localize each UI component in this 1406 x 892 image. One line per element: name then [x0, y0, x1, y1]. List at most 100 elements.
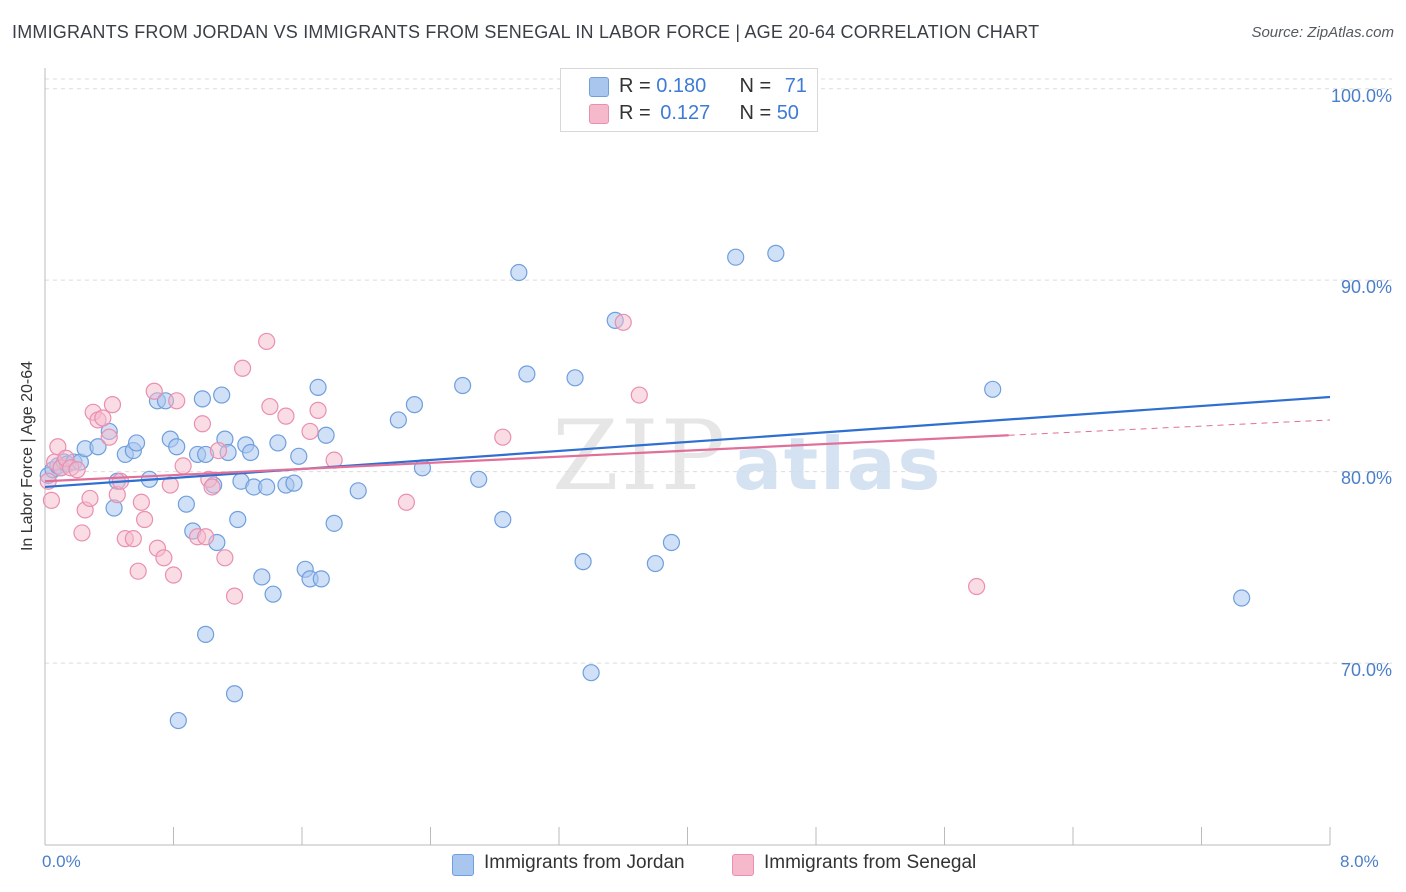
jordan-point-68 — [169, 711, 187, 730]
jordan-point-56 — [494, 510, 512, 529]
jordan-point-15 — [127, 434, 146, 452]
jordan-point-66 — [767, 244, 785, 262]
jordan-point-32 — [229, 510, 247, 529]
jordan-point-50 — [349, 482, 367, 500]
legend-jordan-label: Immigrants from Jordan — [484, 852, 685, 873]
jordan-point-64 — [662, 533, 681, 552]
senegal-point-8 — [73, 524, 91, 542]
senegal-point-27 — [164, 566, 183, 584]
senegal-point-7 — [68, 461, 86, 479]
senegal-point-45 — [494, 428, 512, 446]
jordan-point-42 — [285, 474, 303, 492]
jordan-point-54 — [454, 376, 472, 395]
senegal-n-value: 50 — [776, 102, 799, 124]
senegal-point-37 — [233, 359, 252, 377]
jordan-point-46 — [309, 378, 327, 397]
senegal-point-29 — [174, 457, 192, 475]
jordan-point-31 — [225, 685, 244, 703]
legend-senegal-swatch — [732, 854, 754, 876]
legend-senegal-label: Immigrants from Senegal — [764, 852, 977, 873]
jordan-point-47 — [312, 570, 330, 588]
senegal-point-31 — [193, 415, 212, 433]
senegal-point-33 — [203, 478, 221, 496]
senegal-point-28 — [168, 392, 186, 410]
legend-jordan: Immigrants from Jordan — [452, 852, 685, 876]
jordan-point-52 — [405, 396, 424, 414]
senegal-point-15 — [103, 396, 122, 414]
axes — [44, 68, 1331, 846]
jordan-point-63 — [646, 554, 664, 573]
jordan-point-28 — [213, 386, 231, 404]
senegal-point-25 — [155, 549, 173, 567]
jordan-point-67 — [197, 625, 215, 643]
senegal-point-38 — [258, 332, 276, 351]
source-label: Source: ZipAtlas.com — [1251, 24, 1394, 41]
jordan-n-label: N = — [739, 75, 777, 97]
senegal-point-40 — [277, 407, 295, 425]
jordan-point-57 — [510, 263, 528, 282]
jordan-n-value: 71 — [784, 75, 807, 97]
senegal-point-48 — [968, 577, 986, 596]
senegal-r-value: 0.127 — [660, 102, 711, 124]
jordan-point-43 — [290, 447, 308, 465]
senegal-point-22 — [135, 510, 154, 529]
senegal-n-label: N = — [739, 102, 777, 124]
senegal-point-21 — [132, 493, 150, 511]
jordan-point-37 — [253, 568, 271, 586]
jordan-point-61 — [582, 664, 600, 682]
jordan-point-48 — [317, 426, 335, 444]
jordan-swatch — [589, 77, 609, 97]
jordan-point-38 — [258, 478, 276, 496]
jordan-point-55 — [470, 470, 488, 488]
jordan-point-65 — [727, 248, 745, 266]
senegal-point-10 — [81, 489, 99, 508]
chart-title: IMMIGRANTS FROM JORDAN VS IMMIGRANTS FRO… — [12, 22, 1040, 42]
senegal-swatch — [589, 104, 609, 124]
y-tick-label-80: 80.0% — [1340, 468, 1392, 488]
jordan-point-20 — [168, 438, 186, 456]
senegal-point-23 — [145, 382, 163, 400]
stats-legend: R = 0.180 N = 71 R = 0.127 N = 50 — [560, 68, 818, 132]
senegal-trend-extension — [1008, 419, 1331, 436]
jordan-r-value: 0.180 — [656, 75, 707, 97]
senegal-point-34 — [209, 441, 228, 460]
jordan-point-60 — [574, 553, 592, 571]
senegal-point-41 — [301, 422, 319, 441]
y-axis-label: In Labor Force | Age 20-64 — [19, 360, 36, 552]
senegal-point-39 — [261, 397, 279, 416]
senegal-trend-line — [44, 434, 1009, 483]
senegal-point-19 — [124, 530, 142, 548]
senegal-point-36 — [225, 587, 244, 605]
senegal-point-1 — [42, 491, 61, 509]
senegal-point-20 — [129, 562, 147, 580]
senegal-point-47 — [630, 386, 648, 404]
jordan-point-39 — [264, 585, 282, 603]
jordan-stats: R = 0.180 N = 71 — [619, 75, 807, 99]
jordan-point-24 — [193, 390, 212, 408]
senegal-point-42 — [309, 401, 327, 419]
jordan-r-label: R = — [619, 75, 657, 97]
jordan-point-59 — [566, 369, 584, 387]
senegal-point-14 — [100, 428, 118, 446]
jordan-points — [39, 244, 1251, 730]
y-tick-label-100: 100.0% — [1330, 86, 1392, 106]
trend-lines — [44, 395, 1331, 489]
jordan-point-35 — [242, 443, 260, 462]
y-tick-label-90: 90.0% — [1340, 277, 1392, 297]
senegal-point-13 — [94, 409, 112, 427]
jordan-point-49 — [325, 514, 343, 532]
senegal-point-49 — [197, 528, 215, 546]
jordan-point-58 — [518, 365, 536, 383]
jordan-point-51 — [389, 411, 407, 429]
y-tick-label-70: 70.0% — [1340, 660, 1392, 680]
x-tick-label-8: 8.0% — [1340, 852, 1379, 871]
senegal-point-44 — [397, 493, 416, 511]
jordan-point-40 — [269, 434, 287, 452]
senegal-points — [39, 313, 986, 605]
senegal-point-26 — [161, 476, 179, 494]
senegal-stats: R = 0.127 N = 50 — [619, 102, 799, 126]
jordan-point-9 — [89, 438, 107, 456]
jordan-point-69 — [984, 380, 1002, 398]
legend-senegal: Immigrants from Senegal — [732, 852, 977, 876]
